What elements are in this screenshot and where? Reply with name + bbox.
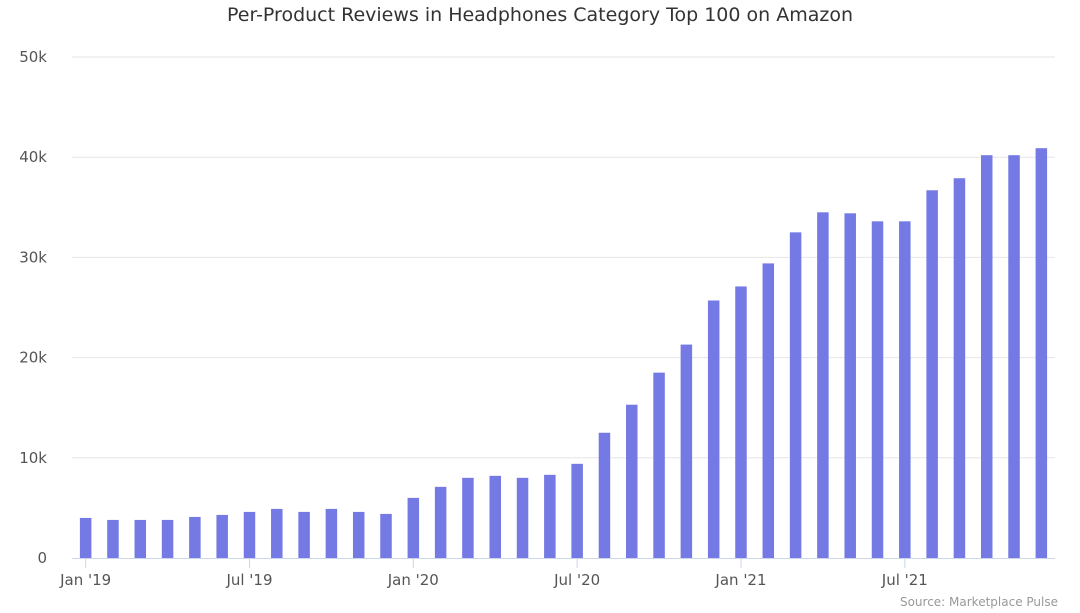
y-tick-label: 30k (19, 248, 47, 266)
bar-2021-02[interactable] (762, 263, 775, 558)
bar-2020-06[interactable] (544, 474, 556, 558)
bars (79, 148, 1048, 559)
bar-2019-11[interactable] (352, 511, 365, 558)
y-tick-label: 10k (19, 449, 47, 467)
gridlines (72, 56, 1055, 459)
y-tick-label: 50k (19, 48, 47, 66)
x-tick-label: Jan '20 (387, 571, 439, 589)
x-tick-label: Jul '21 (881, 571, 928, 589)
y-tick-label: 40k (19, 148, 47, 166)
x-tick-label: Jul '20 (553, 571, 600, 589)
y-axis-labels: 0 10k 20k 30k 40k 50k (19, 48, 47, 567)
bar-2021-03[interactable] (789, 232, 802, 558)
bar-2020-05[interactable] (516, 477, 529, 558)
bar-2019-09[interactable] (298, 511, 310, 558)
bar-2019-07[interactable] (243, 511, 256, 558)
bar-2020-01[interactable] (407, 497, 420, 558)
bar-2020-08[interactable] (598, 432, 611, 558)
bar-2019-02[interactable] (107, 519, 119, 558)
bar-2019-04[interactable] (161, 519, 174, 558)
bar-2019-05[interactable] (189, 516, 201, 558)
source-credit: Source: Marketplace Pulse (899, 595, 1058, 609)
bar-2019-03[interactable] (134, 519, 147, 558)
x-axis: Jan '19 Jul '19 Jan '20 Jul '20 Jan '21 Jul '… (59, 558, 1055, 589)
bar-2020-10[interactable] (653, 372, 665, 558)
bar-2019-12[interactable] (380, 513, 392, 558)
bar-2021-04[interactable] (817, 212, 829, 558)
bar-2020-11[interactable] (680, 344, 693, 558)
y-tick-label: 0 (37, 549, 47, 567)
bar-2021-09[interactable] (953, 178, 966, 558)
y-tick-label: 20k (19, 349, 47, 367)
bar-2020-09[interactable] (626, 404, 638, 558)
chart-title: Per-Product Reviews in Headphones Catego… (227, 4, 853, 26)
bar-2019-06[interactable] (216, 514, 228, 558)
x-tick-label: Jan '21 (714, 571, 766, 589)
bar-2020-07[interactable] (571, 463, 583, 558)
x-tick-label: Jul '19 (225, 571, 272, 589)
bar-2019-01[interactable] (79, 517, 92, 558)
bar-2021-07[interactable] (899, 221, 911, 558)
x-tick-label: Jan '19 (59, 571, 111, 589)
bar-2019-08[interactable] (271, 508, 283, 558)
bar-2020-02[interactable] (434, 486, 447, 558)
bar-2021-05[interactable] (844, 213, 856, 558)
bar-2019-10[interactable] (325, 508, 338, 558)
bar-2021-12[interactable] (1035, 148, 1048, 558)
bar-2021-08[interactable] (926, 190, 938, 559)
bar-2020-04[interactable] (489, 475, 501, 558)
bar-2021-06[interactable] (871, 221, 884, 558)
bar-2021-11[interactable] (1008, 155, 1020, 559)
bar-2020-12[interactable] (707, 300, 720, 558)
bar-2020-03[interactable] (462, 477, 474, 558)
bar-2021-01[interactable] (735, 286, 747, 558)
bar-2021-10[interactable] (980, 155, 993, 559)
